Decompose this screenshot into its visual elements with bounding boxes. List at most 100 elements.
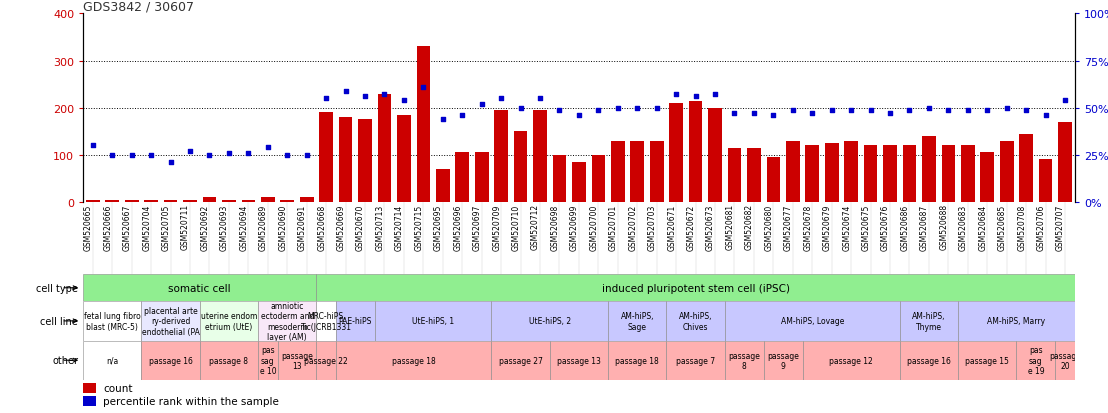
Text: GSM520710: GSM520710 [512,204,521,250]
Text: GSM520705: GSM520705 [162,204,171,250]
Bar [689,101,702,202]
Text: GSM520703: GSM520703 [648,204,657,250]
Text: UtE-hiPS, 1: UtE-hiPS, 1 [412,317,454,325]
Point [201,152,218,159]
Bar [608,301,666,341]
Text: GSM520704: GSM520704 [142,204,151,250]
Bar [142,301,199,341]
Text: GSM520701: GSM520701 [608,204,618,250]
Point [881,111,899,117]
Text: GSM520695: GSM520695 [434,204,443,250]
Bar [183,200,197,202]
Bar [86,200,100,202]
Point [901,107,919,114]
Bar [339,118,352,202]
Text: GSM520666: GSM520666 [103,204,112,250]
Bar [514,132,527,202]
Bar [222,200,236,202]
Bar [864,146,878,202]
Bar [725,341,763,380]
Bar [280,200,294,202]
Bar [83,396,96,406]
Bar [199,341,258,380]
Bar [1019,134,1033,202]
Point [1017,107,1035,114]
Bar [553,155,566,202]
Point [570,113,587,119]
Bar [592,155,605,202]
Text: GSM520667: GSM520667 [123,204,132,250]
Point [414,84,432,91]
Text: passage 7: passage 7 [676,356,715,365]
Point [998,105,1016,112]
Text: passage 16: passage 16 [148,356,193,365]
Text: GSM520668: GSM520668 [317,204,326,250]
Point [162,159,179,166]
Point [823,107,841,114]
Text: GSM520679: GSM520679 [823,204,832,250]
Bar [763,341,802,380]
Bar [105,200,119,202]
Bar [999,141,1014,202]
Point [298,152,316,159]
Bar [317,341,336,380]
Text: GSM520689: GSM520689 [259,204,268,250]
Text: GSM520702: GSM520702 [628,204,637,250]
Text: GSM520713: GSM520713 [376,204,384,250]
Bar [669,104,683,202]
Text: MRC-hiPS,
Tic(JCRB1331: MRC-hiPS, Tic(JCRB1331 [300,311,351,331]
Text: passage 16: passage 16 [907,356,951,365]
Text: GSM520699: GSM520699 [570,204,578,250]
Bar [83,301,142,341]
Point [123,152,141,159]
Text: passage 12: passage 12 [829,356,873,365]
Point [958,107,976,114]
Bar [492,341,550,380]
Bar [572,162,586,202]
Bar [455,153,469,202]
Bar [630,141,644,202]
Text: GSM520693: GSM520693 [219,204,229,250]
Point [239,150,257,157]
Point [940,107,957,114]
Point [356,94,373,100]
Text: GSM520715: GSM520715 [414,204,423,250]
Text: count: count [103,383,133,393]
Text: GSM520712: GSM520712 [531,204,540,250]
Bar [666,341,725,380]
Bar [728,148,741,202]
Bar [747,148,761,202]
Text: GSM520687: GSM520687 [920,204,929,250]
Point [317,96,335,102]
Text: UtE-hiPS, 2: UtE-hiPS, 2 [529,317,571,325]
Bar [437,169,450,202]
Bar [958,341,1016,380]
Point [862,107,880,114]
Text: passage 8: passage 8 [209,356,248,365]
Bar [824,144,839,202]
Bar [336,301,375,341]
Point [376,92,393,99]
Bar [144,200,158,202]
Point [84,142,102,149]
Text: cell type: cell type [37,283,79,293]
Bar [475,153,489,202]
Bar [494,111,507,202]
Text: GSM520671: GSM520671 [667,204,676,250]
Text: percentile rank within the sample: percentile rank within the sample [103,396,279,406]
Text: GSM520707: GSM520707 [1056,204,1065,250]
Bar [358,120,372,202]
Bar [83,275,317,301]
Point [706,92,724,99]
Bar [277,341,317,380]
Bar [806,146,819,202]
Text: GSM520681: GSM520681 [726,204,735,250]
Bar [375,301,492,341]
Bar [1016,341,1055,380]
Bar [922,137,936,202]
Point [803,111,821,117]
Point [1037,113,1055,119]
Text: GSM520675: GSM520675 [862,204,871,250]
Point [609,105,627,112]
Point [628,105,646,112]
